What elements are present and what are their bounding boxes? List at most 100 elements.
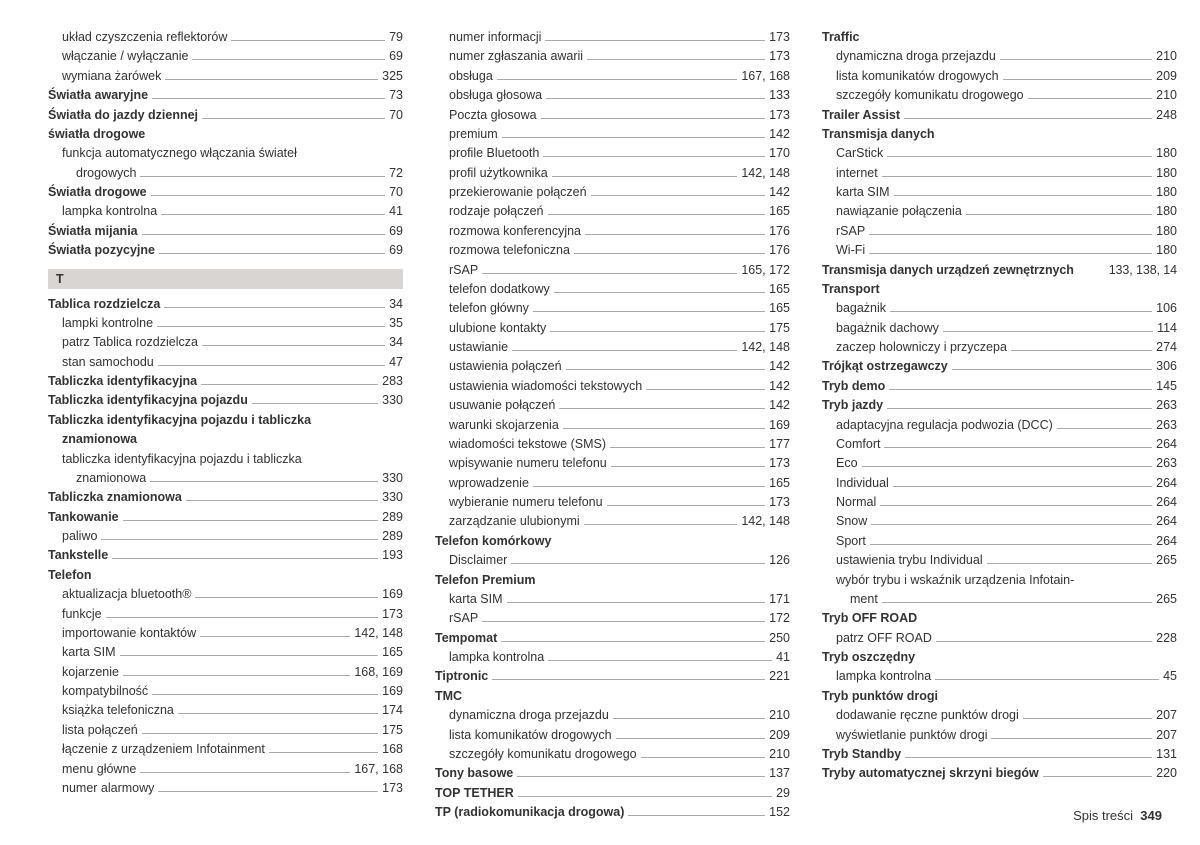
index-entry-leader [936,641,1152,642]
index-entry-leader [106,617,379,618]
index-entry: lampki kontrolne35 [48,314,403,333]
index-entry-page: 168, 169 [354,663,403,682]
index-entry-page: 173 [769,106,790,125]
index-entry-label: wprowadzenie [449,474,529,493]
index-entry-page: 263 [1156,396,1177,415]
index-entry-leader [541,118,766,119]
index-entry-leader [1003,79,1153,80]
index-entry-page: 69 [389,47,403,66]
index-entry-label: kojarzenie [62,663,119,682]
index-entry-leader [893,486,1152,487]
index-entry-page: 165 [382,643,403,662]
index-entry-page: 289 [382,527,403,546]
index-entry: lista komunikatów drogowych209 [435,726,790,745]
index-entry-leader [862,466,1153,467]
index-entry-leader [482,273,737,274]
index-entry-label: lampki kontrolne [62,314,153,333]
index-entry: wymiana żarówek325 [48,67,403,86]
index-entry-page: 34 [389,333,403,352]
index-entry-page: 133, 138, 14 [1109,261,1177,280]
index-entry-label: wyświetlanie punktów drogi [836,726,987,745]
index-entry: rozmowa telefoniczna176 [435,241,790,260]
index-entry: menu główne167, 168 [48,760,403,779]
footer-label: Spis treści [1073,808,1133,823]
index-entry-page: 210 [769,745,790,764]
index-entry: Sport264 [822,532,1177,551]
index-entry-label: Światła drogowe [48,183,147,202]
index-entry-label: patrz Tablica rozdzielcza [62,333,198,352]
index-entry-page: 265 [1156,551,1177,570]
index-entry-label: telefon dodatkowy [449,280,550,299]
index-entry-page: 142, 148 [741,338,790,357]
index-entry-leader [202,345,385,346]
index-entry: kojarzenie 168, 169 [48,663,403,682]
index-entry-page: 221 [769,667,790,686]
index-entry-leader [905,757,1152,758]
index-entry-leader [884,447,1152,448]
index-entry-label: warunki skojarzenia [449,416,559,435]
index-entry-label: Snow [836,512,867,531]
index-entry-label: książka telefoniczna [62,701,174,720]
index-entry-leader [566,369,766,370]
index-entry-page: 330 [382,488,403,507]
index-entry-leader [482,621,765,622]
index-entry-label: wiadomości tekstowe (SMS) [449,435,606,454]
index-entry-page: 220 [1156,764,1177,783]
index-entry-leader [887,156,1152,157]
index-entry-page: 180 [1156,222,1177,241]
index-entry-leader [882,176,1152,177]
index-entry-label: Tryb demo [822,377,885,396]
index-entry-leader [943,331,1153,332]
index-entry: numer alarmowy173 [48,779,403,798]
index-entry-page: 47 [389,353,403,372]
index-entry: łączenie z urządzeniem Infotainment168 [48,740,403,759]
index-entry-page: 72 [389,164,403,183]
index-entry-page: 142 [769,125,790,144]
index-entry-page: 137 [769,764,790,783]
index-entry: Trailer Assist248 [822,106,1177,125]
index-entry-leader [559,408,765,409]
index-entry-page: 173 [769,28,790,47]
index-entry-page: 168 [382,740,403,759]
index-entry-leader [140,772,350,773]
index-entry-label: karta SIM [836,183,890,202]
index-entry-leader [123,520,379,521]
index-entry-label: premium [449,125,498,144]
index-entry-label: bagażnik [836,299,886,318]
index-entry-label: włączanie / wyłączanie [62,47,188,66]
index-entry-label: CarStick [836,144,883,163]
index-entry-page: 170 [769,144,790,163]
index-entry-leader [533,311,765,312]
index-entry: lista połączeń175 [48,721,403,740]
index-entry: Tankowanie289 [48,508,403,527]
index-entry-leader [511,563,765,564]
index-entry: rSAP172 [435,609,790,628]
index-entry-label: Światła awaryjne [48,86,148,105]
index-entry-page: 176 [769,241,790,260]
index-entry-leader [552,176,738,177]
index-entry-label: wymiana żarówek [62,67,161,86]
index-entry: Poczta głosowa 173 [435,106,790,125]
index-entry-page: 173 [769,493,790,512]
index-entry-page: 210 [769,706,790,725]
index-entry-label: Poczta głosowa [449,106,537,125]
index-entry-leader [123,675,350,676]
index-entry-page: 180 [1156,164,1177,183]
index-entry-label: wybór trybu i wskaźnik urządzenia Infota… [836,571,1074,590]
index-entry-leader [112,558,378,559]
index-entry-label: Trójkąt ostrzegawczy [822,357,948,376]
index-entry-page: 264 [1156,493,1177,512]
index-entry: Tabliczka znamionowa330 [48,488,403,507]
index-entry-label: telefon główny [449,299,529,318]
index-entry-page: 145 [1156,377,1177,396]
index-entry-leader [869,234,1152,235]
index-entry: adaptacyjna regulacja podwozia (DCC)263 [822,416,1177,435]
footer-page: 349 [1140,808,1162,823]
index-entry-leader [231,40,385,41]
index-entry-label: Trailer Assist [822,106,900,125]
index-entry-page: 142 [769,377,790,396]
index-entry-label: Tiptronic [435,667,488,686]
index-entry: Tabliczka identyfikacyjna pojazdu330 [48,391,403,410]
index-entry: Disclaimer126 [435,551,790,570]
index-entry: Transmisja danych [822,125,1177,144]
